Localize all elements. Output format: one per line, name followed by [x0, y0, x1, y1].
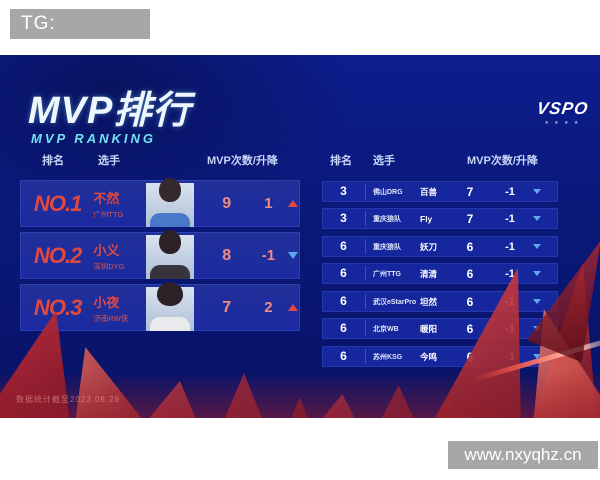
player-team: 深圳DYG: [93, 261, 125, 271]
player-name: 坦然: [420, 296, 438, 307]
mvp-change: -1: [505, 212, 515, 225]
rank-number: 6: [322, 266, 366, 281]
right-col-mvp: MVP次数/升降: [467, 155, 538, 167]
rank-row: 6 广州TTG 清清 6 -1: [322, 263, 558, 284]
player-photo: [142, 230, 194, 279]
down-arrow-icon: [533, 244, 541, 249]
down-arrow-icon: [288, 252, 299, 259]
player-info: 小义 深圳DYG: [93, 240, 141, 272]
rank-number: 6: [322, 294, 366, 309]
player-team: 济南RW侠: [93, 313, 129, 323]
up-arrow-icon: [288, 200, 299, 207]
team-name: 北京WB: [373, 325, 399, 333]
down-arrow-icon: [533, 189, 541, 194]
mvp-change: -1: [505, 350, 515, 363]
url-watermark: www.nxyqhz.cn: [448, 441, 598, 469]
rank-number: 3: [322, 211, 366, 226]
crystal-decoration: [120, 373, 320, 418]
rank-row: 6 武汉eStarPro 坦然 6 -1: [322, 291, 558, 312]
mvp-count: 7: [466, 211, 474, 226]
tg-watermark: TG: MYYJJPP: [10, 9, 150, 64]
mvp-ranking-panel: MVP排行 MVP RANKING VSPO ★ ★ ★ ★ 排名 选手 MVP…: [0, 55, 600, 418]
team-name: 武汉eStarPro: [373, 298, 417, 306]
player-name: 妖刀: [420, 241, 438, 252]
team-name: 广州TTG: [373, 270, 401, 278]
mvp-change: -1: [261, 247, 276, 264]
player-name: 不然: [93, 190, 120, 206]
left-col-mvp: MVP次数/升降: [207, 155, 278, 167]
right-col-player: 选手: [373, 155, 395, 167]
player-name: 清清: [420, 268, 438, 279]
rank-row: 6 北京WB 暖阳 6 -1: [322, 318, 558, 339]
mvp-count: 9: [222, 194, 232, 212]
player-name: 小夜: [93, 294, 120, 310]
down-arrow-icon: [533, 216, 541, 221]
mvp-count: 6: [466, 349, 474, 364]
page-subtitle: MVP RANKING: [31, 131, 156, 146]
rank-row: 3 佛山DRG 百兽 7 -1: [322, 181, 558, 202]
mvp-count: 8: [222, 246, 232, 264]
rank-number: 6: [322, 239, 366, 254]
data-footnote: 数据统计截至2023.08.28: [16, 395, 121, 404]
mvp-change: -1: [505, 240, 515, 253]
mvp-change: 1: [264, 195, 273, 212]
rank-number: 3: [322, 184, 366, 199]
rank-row: 6 重庆狼队 妖刀 6 -1: [322, 236, 558, 257]
rank-badge: NO.3: [34, 294, 82, 320]
down-arrow-icon: [533, 326, 541, 331]
left-col-rank: 排名: [42, 155, 64, 167]
mvp-change: 2: [264, 299, 273, 316]
mvp-change: -1: [505, 295, 515, 308]
mvp-count: 7: [222, 298, 232, 316]
player-info: 不然 广州TTG: [93, 188, 141, 220]
player-photo: [142, 178, 194, 227]
top3-row-3: NO.3 小夜 济南RW侠 7 2: [20, 282, 300, 331]
rank-badge: NO.1: [34, 190, 82, 216]
mvp-count: 6: [466, 266, 474, 281]
player-info: 小夜 济南RW侠: [93, 292, 141, 324]
crystal-decoration: [300, 385, 470, 418]
down-arrow-icon: [533, 299, 541, 304]
team-name: 佛山DRG: [373, 188, 403, 196]
mvp-count: 6: [466, 321, 474, 336]
team-name: 重庆狼队: [373, 215, 401, 223]
up-arrow-icon: [288, 304, 299, 311]
vspo-logo-stars: ★ ★ ★ ★: [544, 120, 581, 126]
mvp-change: -1: [505, 185, 515, 198]
mvp-count: 6: [466, 294, 474, 309]
mvp-change: -1: [505, 267, 515, 280]
player-name: 暖阳: [420, 323, 438, 334]
player-name: 百兽: [420, 186, 438, 197]
page-title: MVP排行: [28, 90, 192, 132]
down-arrow-icon: [533, 354, 541, 359]
rank-number: 6: [322, 349, 366, 364]
rank-row: 3 重庆狼队 Fly 7 -1: [322, 208, 558, 229]
left-col-player: 选手: [98, 155, 120, 167]
player-name: Fly: [420, 213, 433, 224]
right-col-rank: 排名: [330, 155, 352, 167]
mvp-count: 7: [466, 184, 474, 199]
rank-badge: NO.2: [34, 242, 82, 268]
top3-row-2: NO.2 小义 深圳DYG 8 -1: [20, 230, 300, 279]
vspo-logo: VSPO ★ ★ ★ ★: [535, 99, 590, 126]
player-name: 今鸣: [420, 351, 438, 362]
team-name: 苏州KSG: [373, 353, 403, 361]
team-name: 重庆狼队: [373, 243, 401, 251]
down-arrow-icon: [533, 271, 541, 276]
rank-number: 6: [322, 321, 366, 336]
player-photo: [142, 282, 194, 331]
player-team: 广州TTG: [93, 209, 124, 219]
player-name: 小义: [93, 242, 120, 258]
mvp-count: 6: [466, 239, 474, 254]
top3-row-1: NO.1 不然 广州TTG 9 1: [20, 178, 300, 227]
rank-row: 6 苏州KSG 今鸣 6 -1: [322, 346, 558, 367]
vspo-logo-text: VSPO: [535, 99, 590, 118]
mvp-change: -1: [505, 322, 515, 335]
